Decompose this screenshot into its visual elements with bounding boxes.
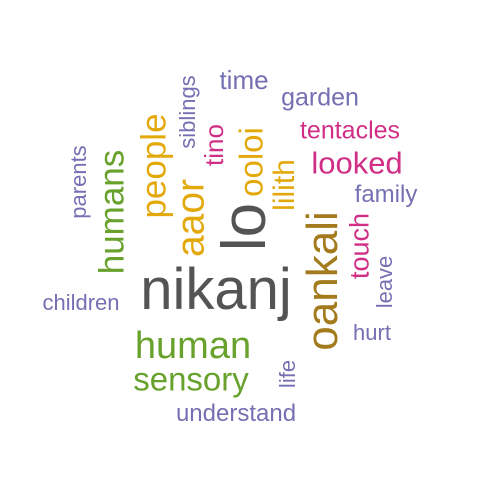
word-nikanj: nikanj xyxy=(140,257,292,322)
word-human: human xyxy=(134,325,252,367)
word-touch: touch xyxy=(344,212,375,280)
word-time: time xyxy=(219,65,269,95)
word-oankali: oankali xyxy=(298,211,347,351)
word-looked: looked xyxy=(311,145,403,181)
word-lo: lo xyxy=(210,202,279,252)
word-sensory: sensory xyxy=(133,360,249,398)
word-aaor: aaor xyxy=(169,178,213,258)
word-family: family xyxy=(354,181,418,208)
word-ooloi: ooloi xyxy=(232,127,270,197)
word-understand: understand xyxy=(175,400,297,427)
word-siblings: siblings xyxy=(175,75,200,149)
word-tentacles: tentacles xyxy=(299,116,401,145)
word-humans: humans xyxy=(92,149,132,275)
word-life: life xyxy=(275,359,300,389)
word-leave: leave xyxy=(372,255,397,309)
word-lilith: lilith xyxy=(268,159,301,211)
word-hurt: hurt xyxy=(353,320,391,345)
word-parents: parents xyxy=(66,145,91,219)
word-garden: garden xyxy=(281,83,359,112)
word-children: children xyxy=(42,290,120,315)
word-tino: tino xyxy=(199,124,229,166)
word-people: people xyxy=(134,113,174,219)
